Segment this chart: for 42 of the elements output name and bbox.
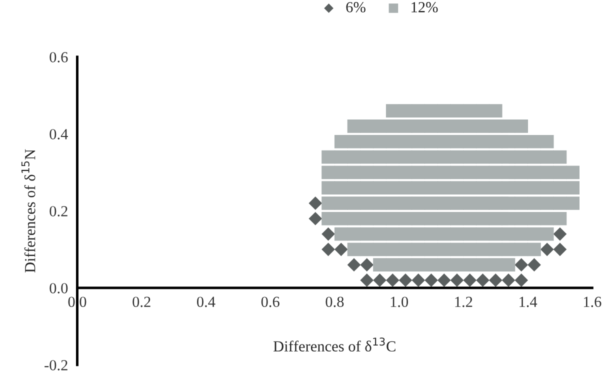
- x-tick-label: 1.4: [520, 296, 538, 308]
- point: [322, 242, 335, 256]
- y-tick-label: 0.6: [50, 52, 68, 62]
- point: [553, 227, 567, 241]
- point: [514, 258, 528, 272]
- x-tick-label: 0.6: [261, 296, 280, 308]
- point: [386, 274, 400, 287]
- point: [463, 274, 477, 287]
- point: [308, 212, 322, 226]
- point: [360, 274, 374, 287]
- legend-label: 12%: [412, 2, 438, 12]
- x-tick-label: 1.6: [584, 296, 602, 308]
- legend-label: 6%: [346, 2, 366, 12]
- x-tick-label: 0.8: [326, 296, 344, 308]
- x-tick-label: 1.0: [390, 296, 408, 308]
- y-tick-label: 0.4: [50, 129, 68, 140]
- point: [322, 227, 335, 241]
- point: [528, 258, 541, 272]
- x-tick-label: 0.4: [197, 296, 216, 308]
- x-tick-label: 0.2: [132, 296, 150, 308]
- y-tick-label: 0.2: [50, 206, 68, 216]
- y-tick-label: 0.0: [50, 283, 68, 294]
- x-tick-label: 1.2: [455, 296, 472, 308]
- point: [540, 242, 554, 256]
- point: [553, 242, 567, 256]
- point: [347, 258, 361, 272]
- point: [450, 274, 464, 287]
- point: [334, 242, 348, 256]
- point: [476, 274, 490, 287]
- point: [514, 274, 528, 287]
- point: [373, 274, 386, 287]
- y-tick-label: -0.2: [44, 360, 68, 370]
- x-axis-title: Differences of δ$^{13}$C: [273, 338, 396, 352]
- y-axis-title: Differences of δ$^{15}$N: [21, 149, 36, 273]
- point: [502, 274, 516, 287]
- point: [437, 274, 451, 287]
- point: [360, 258, 374, 272]
- point: [488, 274, 502, 287]
- point: [424, 274, 438, 287]
- point: [398, 274, 412, 287]
- point: [308, 196, 322, 210]
- point: [412, 274, 426, 287]
